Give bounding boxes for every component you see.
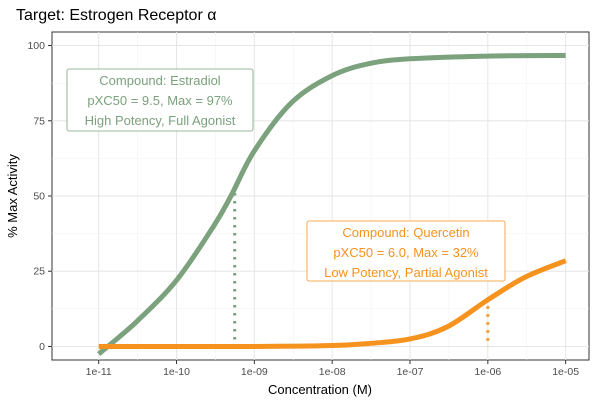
x-axis-title: Concentration (M) — [268, 382, 372, 397]
x-tick-label: 1e-09 — [241, 366, 268, 378]
annotation-line: Low Potency, Partial Agonist — [324, 265, 488, 280]
annotation-line: Compound: Estradiol — [99, 73, 221, 88]
annotation-line: Compound: Quercetin — [342, 225, 469, 240]
y-tick-label: 0 — [39, 341, 45, 353]
annotation-line: pXC50 = 6.0, Max = 32% — [333, 245, 479, 260]
annotation-box — [66, 68, 254, 132]
x-tick-label: 1e-08 — [319, 366, 346, 378]
y-tick-label: 100 — [27, 40, 45, 52]
y-tick-label: 50 — [33, 191, 45, 203]
series-line-estradiol — [97, 52, 566, 356]
ec50-marker-layer — [233, 192, 490, 347]
series-layer — [97, 52, 567, 356]
series-line-quercetin — [98, 258, 567, 350]
annotation-box — [306, 220, 506, 282]
y-axis-title: % Max Activity — [5, 154, 20, 238]
x-tick-label: 1e-11 — [86, 366, 112, 378]
annotation-quercetin: Compound: Quercetin pXC50 = 6.0, Max = 32… — [306, 220, 506, 282]
tick-layer: 1e-11 1e-10 1e-09 1e-08 1e-07 1e-06 1e-05 0 25 50… — [27, 40, 579, 378]
y-tick-label: 25 — [33, 266, 45, 278]
x-tick-label: 1e-05 — [552, 366, 579, 378]
annotation-line: High Potency, Full Agonist — [85, 113, 236, 128]
x-tick-label: 1e-07 — [397, 366, 424, 378]
x-tick-label: 1e-06 — [474, 366, 501, 378]
x-tick-label: 1e-10 — [163, 366, 190, 378]
y-tick-label: 75 — [33, 115, 45, 127]
annotation-line: pXC50 = 9.5, Max = 97% — [87, 93, 233, 108]
annotation-estradiol: Compound: Estradiol pXC50 = 9.5, Max = 97… — [66, 68, 254, 132]
chart-title: Target: Estrogen Receptor α — [16, 7, 216, 24]
annotation-layer: Compound: Estradiol pXC50 = 9.5, Max = 97… — [66, 68, 506, 282]
